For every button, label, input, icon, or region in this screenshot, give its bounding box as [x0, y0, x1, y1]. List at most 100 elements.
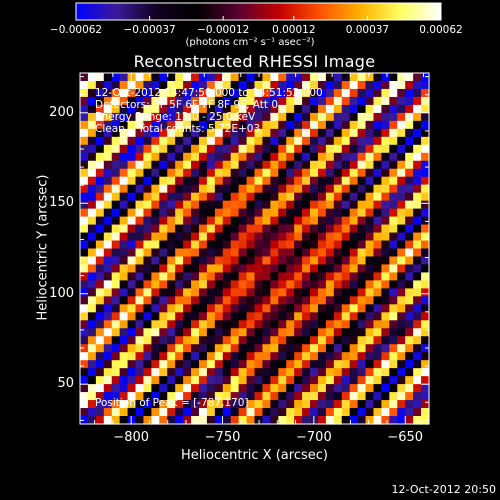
heatmap-cell: [373, 176, 383, 186]
heatmap-cell: [135, 224, 145, 234]
heatmap-cell: [405, 288, 414, 297]
heatmap-cell: [238, 408, 248, 417]
heatmap-cell: [294, 400, 303, 409]
heatmap-cell: [325, 104, 335, 114]
heatmap-cell: [222, 192, 232, 202]
heatmap-cell: [286, 184, 295, 194]
heatmap-cell: [238, 280, 248, 289]
heatmap-cell: [80, 168, 89, 178]
heatmap-cell: [333, 368, 343, 377]
heatmap-cell: [389, 224, 398, 234]
heatmap-cell: [413, 208, 422, 218]
heatmap-cell: [357, 200, 367, 210]
heatmap-cell: [325, 73, 335, 82]
heatmap-cell: [230, 240, 240, 250]
heatmap-cell: [95, 216, 105, 226]
heatmap-cell: [127, 328, 137, 337]
heatmap-cell: [286, 208, 295, 218]
heatmap-cell: [119, 376, 129, 385]
heatmap-cell: [397, 320, 406, 329]
heatmap-cell: [198, 272, 208, 282]
heatmap-cell: [262, 112, 271, 122]
heatmap-cell: [159, 408, 168, 417]
heatmap-cell: [159, 192, 168, 202]
heatmap-cell: [175, 336, 184, 345]
heatmap-cell: [310, 296, 319, 305]
heatmap-cell: [413, 152, 422, 162]
heatmap-cell: [302, 128, 311, 138]
heatmap-cell: [119, 392, 129, 401]
heatmap-cell: [381, 288, 390, 297]
heatmap-cell: [175, 344, 184, 353]
heatmap-cell: [294, 320, 303, 329]
heatmap-cell: [333, 216, 343, 226]
heatmap-cell: [341, 152, 351, 162]
heatmap-cell: [373, 328, 383, 337]
heatmap-cell: [357, 73, 367, 82]
heatmap-cell: [143, 184, 152, 194]
heatmap-cell: [135, 88, 145, 98]
heatmap-cell: [262, 160, 271, 170]
heatmap-cell: [103, 184, 113, 194]
heatmap-cell: [317, 264, 327, 274]
heatmap-cell: [341, 104, 351, 114]
heatmap-cell: [365, 160, 375, 170]
heatmap-cell: [214, 136, 224, 146]
heatmap-cell: [286, 144, 295, 154]
heatmap-cell: [87, 208, 97, 218]
heatmap-cell: [373, 192, 383, 202]
heatmap-cell: [80, 304, 89, 313]
heatmap-cell: [183, 96, 192, 106]
heatmap-cell: [373, 88, 383, 98]
heatmap-cell: [222, 376, 232, 385]
heatmap-cell: [381, 376, 390, 385]
heatmap-cell: [159, 304, 168, 313]
heatmap-cell: [119, 304, 129, 313]
heatmap-cell: [191, 168, 200, 178]
heatmap-cell: [119, 256, 129, 266]
heatmap-cell: [246, 336, 256, 345]
heatmap-cell: [341, 408, 351, 417]
heatmap-cell: [262, 368, 271, 377]
heatmap-cell: [333, 320, 343, 329]
heatmap-cell: [119, 360, 129, 369]
heatmap-cell: [151, 280, 160, 289]
heatmap-cell: [381, 216, 390, 226]
heatmap-cell: [421, 176, 430, 186]
heatmap-cell: [119, 280, 129, 289]
heatmap-cell: [381, 120, 390, 130]
heatmap-cell: [389, 320, 398, 329]
heatmap-cell: [381, 96, 390, 106]
heatmap-cell: [151, 80, 160, 90]
heatmap-cell: [230, 112, 240, 122]
heatmap-cell: [151, 272, 160, 282]
heatmap-cell: [349, 312, 359, 321]
heatmap-cell: [175, 408, 184, 417]
heatmap-cell: [381, 232, 390, 242]
heatmap-cell: [222, 416, 232, 425]
heatmap-cell: [381, 136, 390, 146]
heatmap-cell: [286, 176, 295, 186]
heatmap-cell: [365, 104, 375, 114]
heatmap-cell: [294, 168, 303, 178]
heatmap-cell: [333, 96, 343, 106]
heatmap-cell: [103, 160, 113, 170]
heatmap-cell: [143, 400, 152, 409]
heatmap-cell: [357, 192, 367, 202]
heatmap-cell: [222, 384, 232, 393]
heatmap-cell: [286, 344, 295, 353]
heatmap-cell: [103, 136, 113, 146]
heatmap-cell: [333, 384, 343, 393]
heatmap-cell: [373, 392, 383, 401]
heatmap-cell: [325, 392, 335, 401]
heatmap-cell: [103, 312, 113, 321]
heatmap-cell: [198, 416, 208, 425]
heatmap-cell: [135, 200, 145, 210]
heatmap-cell: [333, 344, 343, 353]
heatmap-cell: [397, 272, 406, 282]
heatmap-cell: [183, 392, 192, 401]
heatmap-cell: [191, 288, 200, 297]
heatmap-cell: [222, 256, 232, 266]
heatmap-cell: [389, 360, 398, 369]
heatmap-cell: [325, 360, 335, 369]
